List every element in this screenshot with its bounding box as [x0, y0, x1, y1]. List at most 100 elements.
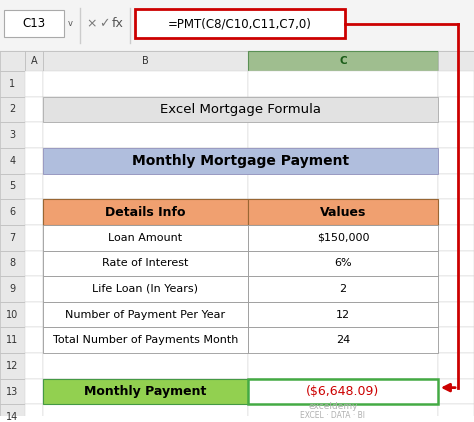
Bar	[43, 71, 248, 97]
Text: 12: 12	[336, 310, 350, 319]
Bar	[43, 327, 248, 353]
Bar	[0, 148, 25, 173]
Bar	[25, 71, 43, 97]
Text: 9: 9	[9, 284, 16, 294]
Text: 3: 3	[9, 130, 16, 140]
Bar	[43, 225, 248, 251]
Bar	[0, 199, 25, 225]
Bar	[0, 51, 474, 71]
Bar	[248, 276, 438, 302]
Text: Loan Amount: Loan Amount	[109, 233, 182, 243]
Bar	[438, 276, 474, 302]
Text: v: v	[67, 19, 73, 28]
Bar	[438, 173, 474, 199]
Text: 7: 7	[9, 233, 16, 243]
Bar	[438, 379, 474, 404]
Bar	[248, 97, 438, 122]
Text: 11: 11	[6, 335, 18, 345]
Bar	[43, 302, 248, 327]
Bar	[0, 97, 25, 122]
Bar	[0, 251, 25, 276]
Bar	[0, 51, 25, 71]
Bar	[248, 173, 438, 199]
Bar	[0, 302, 25, 327]
Text: ($6,648.09): ($6,648.09)	[306, 385, 380, 398]
Bar	[25, 353, 43, 379]
Bar	[25, 404, 43, 422]
Bar	[438, 97, 474, 122]
Text: 14: 14	[6, 412, 18, 422]
Bar	[0, 0, 474, 51]
Bar	[248, 122, 438, 148]
Text: 6%: 6%	[334, 258, 352, 268]
Bar	[438, 199, 474, 225]
Text: Excel Mortgage Formula: Excel Mortgage Formula	[160, 103, 321, 116]
Bar	[438, 327, 474, 353]
Bar	[43, 327, 248, 353]
Text: Monthly Mortgage Payment: Monthly Mortgage Payment	[132, 154, 349, 168]
Bar	[43, 122, 248, 148]
Bar	[438, 302, 474, 327]
Text: Number of Payment Per Year: Number of Payment Per Year	[65, 310, 226, 319]
Bar	[248, 404, 438, 422]
Text: A: A	[31, 56, 37, 66]
Bar	[43, 225, 248, 251]
Bar	[0, 122, 25, 148]
Bar	[0, 225, 25, 251]
Bar	[438, 353, 474, 379]
Bar	[248, 327, 438, 353]
Bar	[438, 71, 474, 97]
Bar	[43, 97, 438, 122]
Bar	[43, 148, 438, 173]
Bar	[43, 148, 248, 173]
Bar	[43, 199, 248, 225]
Text: 13: 13	[6, 387, 18, 397]
Text: Total Number of Payments Month: Total Number of Payments Month	[53, 335, 238, 345]
Text: C: C	[339, 56, 347, 66]
Bar	[25, 251, 43, 276]
Text: Rate of Interest: Rate of Interest	[102, 258, 189, 268]
Bar	[0, 353, 25, 379]
Bar	[248, 353, 438, 379]
Bar	[0, 379, 25, 404]
Bar	[25, 97, 43, 122]
Text: C13: C13	[22, 17, 46, 30]
Text: 5: 5	[9, 181, 16, 192]
Text: 4: 4	[9, 156, 16, 166]
Bar	[25, 276, 43, 302]
Bar	[43, 404, 248, 422]
Bar	[43, 379, 248, 404]
Text: 1: 1	[9, 79, 16, 89]
Bar	[0, 327, 25, 353]
Bar	[43, 302, 248, 327]
Bar	[438, 122, 474, 148]
Bar	[43, 251, 248, 276]
Text: ×: ×	[87, 17, 97, 30]
Bar	[248, 379, 438, 404]
Text: 10: 10	[6, 310, 18, 319]
Text: 6: 6	[9, 207, 16, 217]
Bar	[135, 9, 345, 38]
Bar	[43, 97, 248, 122]
Bar	[248, 199, 438, 225]
Bar	[0, 173, 25, 199]
Text: Life Loan (In Years): Life Loan (In Years)	[92, 284, 199, 294]
Bar	[248, 199, 438, 225]
Bar	[248, 148, 438, 173]
Bar	[438, 225, 474, 251]
Bar	[43, 251, 248, 276]
Bar	[248, 251, 438, 276]
Bar	[25, 302, 43, 327]
Bar	[248, 225, 438, 251]
Bar	[248, 71, 438, 97]
Text: =PMT(C8/C10,C11,C7,0): =PMT(C8/C10,C11,C7,0)	[168, 17, 312, 30]
Bar	[0, 71, 25, 97]
Bar	[438, 404, 474, 422]
Bar	[4, 10, 64, 38]
Bar	[0, 276, 25, 302]
Text: Values: Values	[320, 206, 366, 219]
Bar	[0, 404, 25, 422]
Bar	[43, 173, 248, 199]
Text: 2: 2	[339, 284, 346, 294]
Text: exceldemy: exceldemy	[308, 402, 358, 411]
